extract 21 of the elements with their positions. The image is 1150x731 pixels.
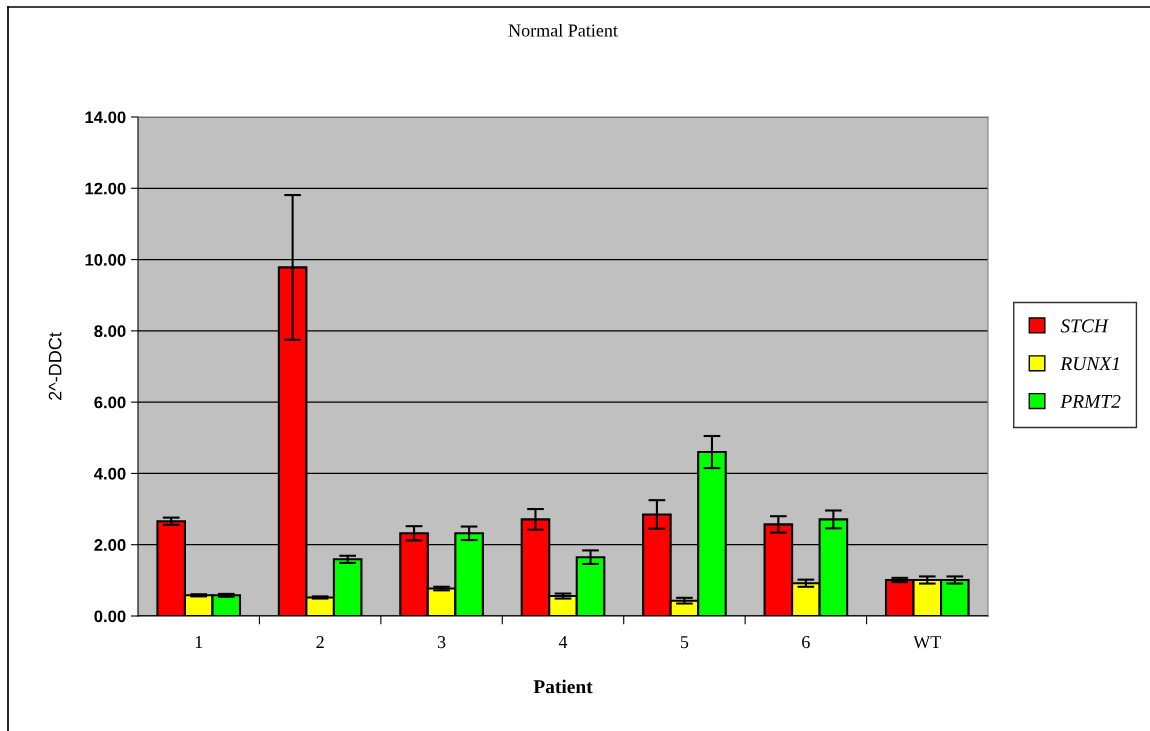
y-tick-label: 6.00: [94, 396, 126, 409]
y-axis-title: 2^-DDCt: [48, 332, 62, 400]
chart-title: Normal Patient: [508, 23, 618, 37]
y-tick-label: 2.00: [94, 539, 126, 551]
y-tick-label: 4.00: [94, 467, 126, 480]
x-tick-label: 1: [195, 636, 203, 648]
x-tick-label: WT: [913, 636, 942, 649]
x-tick-label: 4: [558, 636, 568, 648]
legend-label: RUNX1: [1060, 357, 1119, 371]
x-axis-title: Patient: [533, 679, 593, 694]
y-tick-label: 0.00: [94, 610, 126, 623]
y-tick-label: 14.00: [85, 111, 126, 124]
legend-label: STCH: [1060, 319, 1109, 333]
legend-label: PRMT2: [1060, 394, 1121, 408]
x-tick-label: 6: [802, 636, 810, 649]
y-tick-label: 10.00: [85, 253, 126, 266]
y-tick-label: 8.00: [94, 325, 126, 338]
x-tick-label: 3: [437, 636, 446, 649]
y-tick-label: 12.00: [85, 182, 126, 195]
x-tick-label: 2: [316, 636, 324, 648]
x-tick-label: 5: [680, 636, 689, 649]
